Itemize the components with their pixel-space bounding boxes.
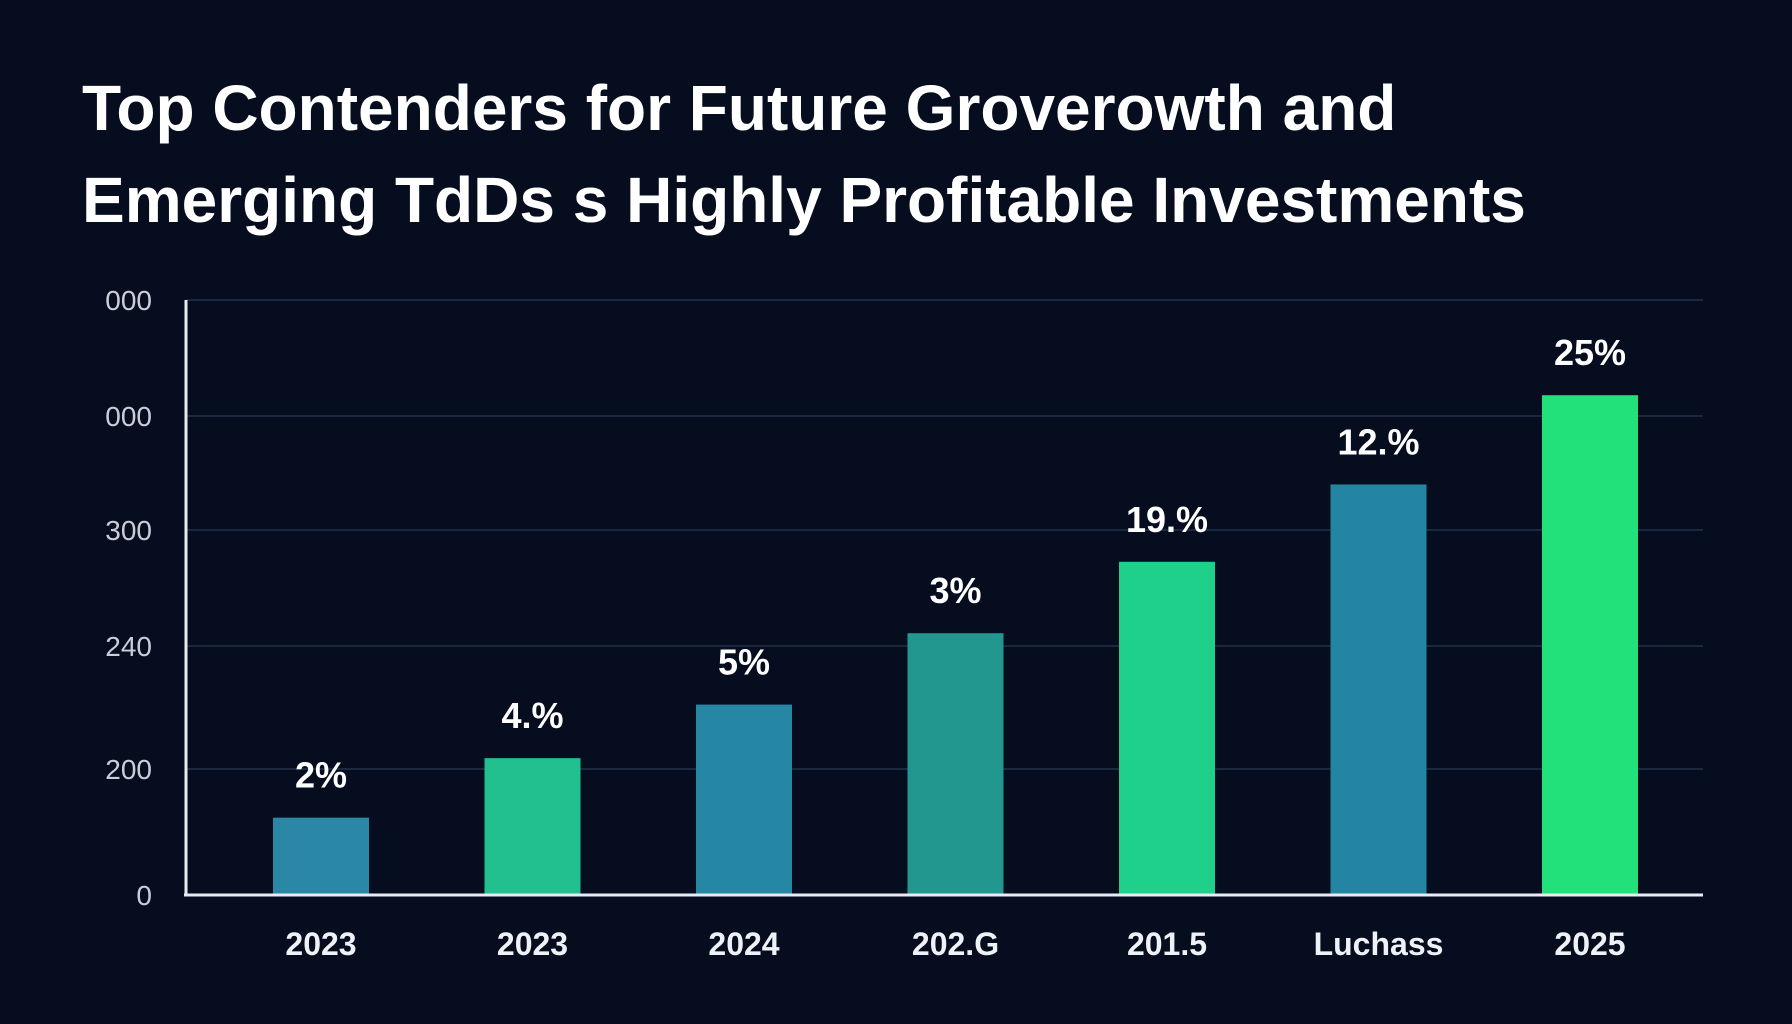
x-tick-label: 2025 [1554, 926, 1625, 962]
bar [696, 704, 792, 894]
y-tick-label: 200 [105, 754, 152, 785]
bar [1542, 395, 1638, 894]
chart-title-line-2: Emerging TdDs s Highly Profitable Invest… [82, 164, 1526, 236]
data-label: 2% [295, 755, 347, 796]
x-tick-label: 202.G [912, 926, 999, 962]
data-label: 5% [718, 642, 770, 683]
bar [1119, 561, 1215, 894]
y-tick-label: 000 [105, 401, 152, 432]
x-tick-label: 2024 [708, 926, 779, 962]
y-tick-label: 240 [105, 631, 152, 662]
y-tick-label: 300 [105, 515, 152, 546]
data-label: 25% [1554, 332, 1626, 373]
data-label: 3% [929, 570, 981, 611]
y-tick-label: 0 [136, 880, 152, 911]
x-tick-label: Luchass [1314, 926, 1444, 962]
y-tick-label: 000 [105, 285, 152, 316]
data-label: 19.% [1126, 499, 1208, 540]
data-label: 4.% [501, 695, 563, 736]
chart-title-line-1: Top Contenders for Future Groverowth and [82, 72, 1397, 144]
x-tick-label: 201.5 [1127, 926, 1207, 962]
x-tick-label: 2023 [497, 926, 568, 962]
bar [907, 633, 1004, 894]
x-tick-label: 2023 [285, 926, 356, 962]
bar [273, 817, 369, 894]
chart-title: Top Contenders for Future Groverowth and… [82, 62, 1742, 246]
data-label: 12.% [1337, 421, 1419, 462]
bar [484, 758, 581, 894]
bar [1330, 484, 1427, 894]
